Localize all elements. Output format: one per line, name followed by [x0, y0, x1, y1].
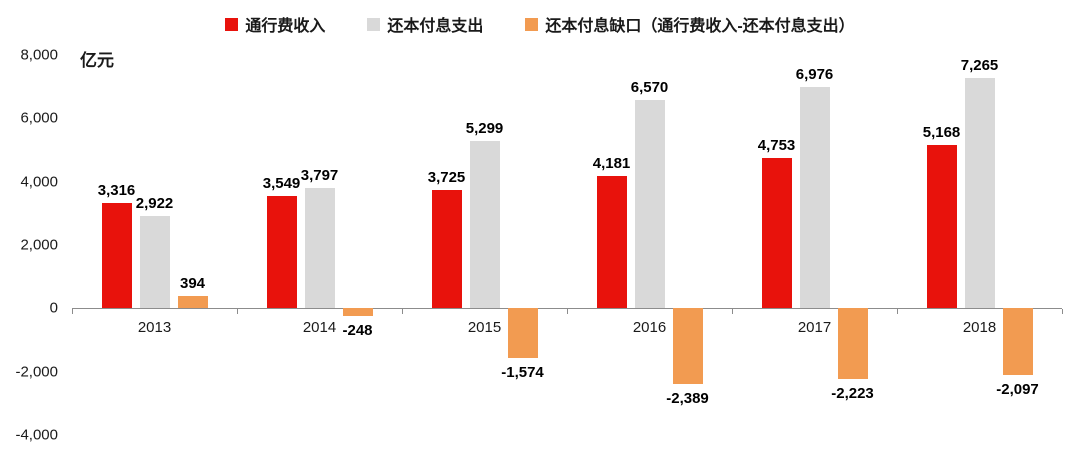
bar-value-label: 2,922 [135, 194, 174, 212]
bar-value-label: 6,570 [630, 79, 669, 97]
y-axis-tick-label: 2,000 [20, 236, 58, 254]
bar-value-label: -248 [342, 322, 373, 340]
bar-revenue-2014 [266, 195, 297, 309]
bar-value-label: 5,299 [465, 119, 504, 137]
bar-gap-2014 [342, 308, 373, 317]
legend-swatch-revenue [225, 17, 239, 31]
bar-value-label: -1,574 [501, 364, 544, 382]
x-axis-tick-mark [402, 309, 403, 315]
bar-repayment-2013 [139, 215, 170, 309]
x-axis-tick-mark [1062, 309, 1063, 315]
y-axis-unit-label: 亿元 [80, 51, 114, 70]
legend-item-gap: 还本付息缺口（通行费收入-还本付息支出） [525, 12, 855, 36]
bar-value-label: 4,753 [757, 136, 796, 154]
bar-revenue-2018 [926, 144, 957, 309]
bar-value-label: 394 [179, 274, 206, 292]
bar-repayment-2014 [304, 188, 335, 309]
x-axis-category-label: 2018 [962, 319, 997, 337]
legend-label-repayment: 还本付息支出 [387, 18, 484, 35]
bar-value-label: -2,389 [666, 389, 709, 407]
x-axis-category-label: 2013 [137, 319, 172, 337]
bar-repayment-2016 [634, 100, 665, 309]
x-axis-tick-mark [732, 309, 733, 315]
x-axis-tick-mark [237, 309, 238, 315]
bar-value-label: 6,976 [795, 66, 834, 84]
bar-revenue-2013 [101, 203, 132, 309]
x-axis-tick-mark [567, 309, 568, 315]
x-axis-category-label: 2015 [467, 319, 502, 337]
x-axis-tick-mark [897, 309, 898, 315]
y-axis-tick-label: 4,000 [20, 173, 58, 191]
bar-repayment-2015 [469, 140, 500, 309]
y-axis-tick-label: 8,000 [20, 46, 58, 64]
bar-value-label: 3,549 [262, 174, 301, 192]
bar-gap-2017 [837, 308, 868, 379]
bar-value-label: -2,223 [831, 384, 874, 402]
x-axis-category-label: 2014 [302, 319, 337, 337]
legend-swatch-gap [525, 17, 539, 31]
legend-swatch-repayment [367, 17, 381, 31]
y-axis-tick-label: 0 [49, 299, 58, 317]
bar-repayment-2018 [964, 78, 995, 309]
bar-gap-2013 [177, 295, 208, 309]
bar-gap-2015 [507, 308, 538, 359]
bar-revenue-2016 [596, 175, 627, 309]
chart-legend: 通行费收入 还本付息支出 还本付息缺口（通行费收入-还本付息支出） [0, 12, 1080, 36]
bar-value-label: -2,097 [996, 380, 1039, 398]
y-axis-tick-label: 6,000 [20, 109, 58, 127]
bar-value-label: 3,797 [300, 167, 339, 185]
legend-label-revenue: 通行费收入 [245, 18, 326, 35]
bar-repayment-2017 [799, 87, 830, 309]
x-axis-category-label: 2017 [797, 319, 832, 337]
bar-value-label: 4,181 [592, 154, 631, 172]
legend-item-revenue: 通行费收入 [225, 12, 325, 36]
legend-item-repayment: 还本付息支出 [367, 12, 483, 36]
y-axis-tick-label: -2,000 [15, 363, 58, 381]
bar-value-label: 3,725 [427, 169, 466, 187]
x-axis-tick-mark [72, 309, 73, 315]
bar-value-label: 7,265 [960, 57, 999, 75]
bar-value-label: 3,316 [97, 182, 136, 200]
x-axis-line [72, 308, 1062, 310]
bar-revenue-2017 [761, 157, 792, 309]
bar-revenue-2015 [431, 190, 462, 309]
bar-value-label: 5,168 [922, 123, 961, 141]
y-axis-tick-label: -4,000 [15, 426, 58, 444]
x-axis-category-label: 2016 [632, 319, 667, 337]
legend-label-gap: 还本付息缺口（通行费收入-还本付息支出） [545, 18, 855, 35]
bar-gap-2018 [1002, 308, 1033, 375]
bar-gap-2016 [672, 308, 703, 384]
